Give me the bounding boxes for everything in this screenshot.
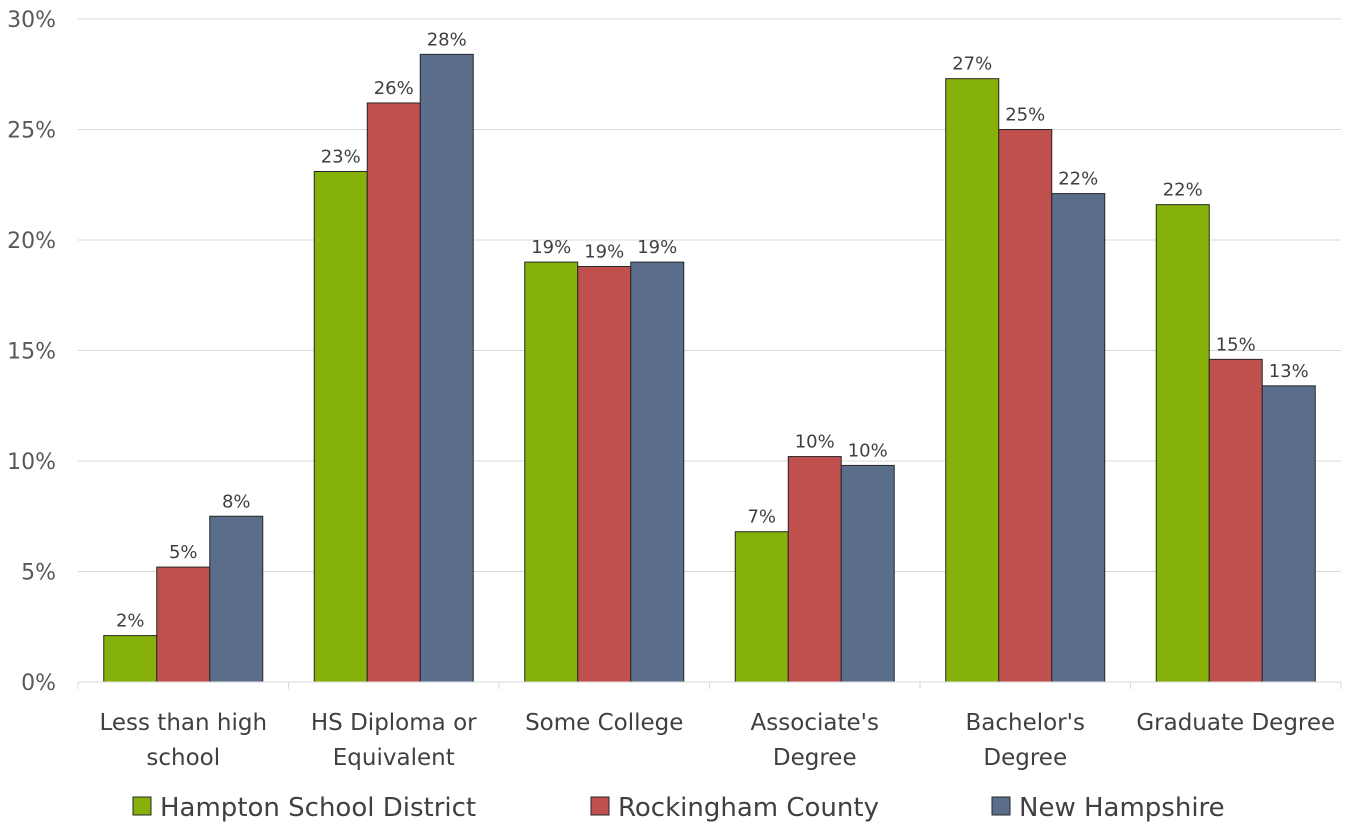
bar <box>1208 358 1263 683</box>
legend-swatch <box>590 796 610 816</box>
y-tick-label: 30% <box>7 8 56 33</box>
bar <box>103 635 158 683</box>
y-tick-label: 15% <box>7 340 56 365</box>
grid-layer <box>78 18 1341 572</box>
y-tick-label: 25% <box>7 119 56 144</box>
bar <box>577 266 632 683</box>
data-label: 5% <box>169 542 198 563</box>
x-tick-label: Associate's <box>751 710 879 736</box>
y-axis: 0% 5% 10% 15% 20% 25% 30% <box>7 8 56 696</box>
x-tick-label: Equivalent <box>333 745 455 771</box>
data-labels-layer: 2% 5% 8% 23% 26% 28% 19% 19% 19% 7% 10% 10% 27% 25% 22… <box>116 29 1309 631</box>
data-label: 7% <box>747 507 776 528</box>
legend-label: Rockingham County <box>618 793 879 823</box>
data-label: 10% <box>795 432 835 453</box>
bar <box>734 531 789 683</box>
data-label: 2% <box>116 611 145 632</box>
y-tick-label: 0% <box>21 671 56 696</box>
data-label: 23% <box>321 146 361 167</box>
bar <box>1051 193 1106 683</box>
x-tick-label: Graduate Degree <box>1136 710 1335 736</box>
data-label: 26% <box>374 78 414 99</box>
x-axis: Less than high school HS Diploma or Equival… <box>77 681 1342 771</box>
y-tick-label: 10% <box>7 450 56 475</box>
bar <box>156 566 211 683</box>
legend: Hampton School District Rockingham County… <box>132 793 1225 823</box>
data-label: 10% <box>848 440 888 461</box>
bar <box>1155 204 1210 683</box>
bar <box>787 456 842 683</box>
data-label: 13% <box>1269 361 1309 382</box>
x-tick-label: school <box>146 745 220 771</box>
bar <box>630 261 685 683</box>
data-label: 15% <box>1216 334 1256 355</box>
data-label: 19% <box>637 237 677 258</box>
bars-layer <box>103 53 1316 683</box>
data-label: 27% <box>952 54 992 75</box>
y-tick-label: 5% <box>21 561 56 586</box>
x-tick-label: Some College <box>525 710 683 736</box>
bar <box>313 170 368 683</box>
legend-swatch <box>132 796 152 816</box>
x-tick-label: Less than high <box>99 710 267 736</box>
bar <box>1261 385 1316 683</box>
bar <box>840 464 895 683</box>
bar <box>945 78 1000 683</box>
data-label: 19% <box>584 242 624 263</box>
data-label: 28% <box>427 29 467 50</box>
x-tick-label: Degree <box>983 745 1067 771</box>
legend-label: Hampton School District <box>160 793 476 823</box>
data-label: 25% <box>1005 105 1045 126</box>
data-label: 22% <box>1058 169 1098 190</box>
data-label: 22% <box>1163 180 1203 201</box>
bar <box>366 102 421 683</box>
legend-label: New Hampshire <box>1019 793 1225 823</box>
x-tick-label: HS Diploma or <box>311 710 477 736</box>
legend-swatch <box>991 796 1011 816</box>
data-label: 8% <box>222 491 251 512</box>
bar <box>419 53 474 683</box>
bar <box>524 261 579 683</box>
bar <box>998 129 1053 683</box>
x-tick-label: Bachelor's <box>966 710 1085 736</box>
bar <box>209 515 264 683</box>
x-tick-label: Degree <box>773 745 857 771</box>
y-tick-label: 20% <box>7 229 56 254</box>
data-label: 19% <box>531 237 571 258</box>
